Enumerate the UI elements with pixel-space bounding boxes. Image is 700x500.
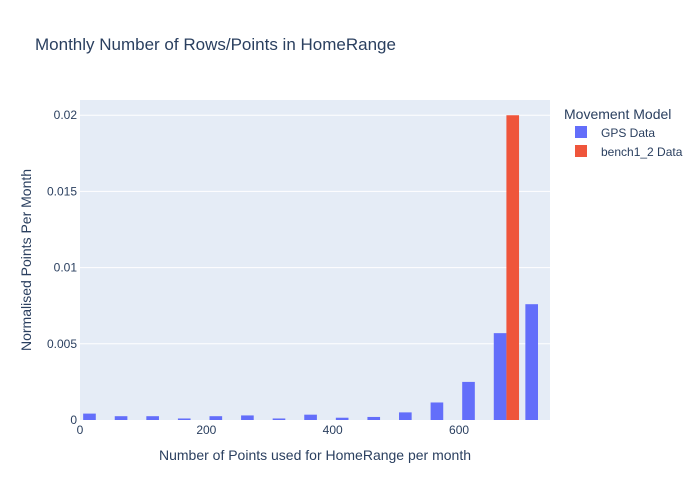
y-tick-labels: 0 0.005 0.01 0.015 0.02 (47, 108, 77, 427)
x-tick-label: 0 (77, 423, 84, 437)
x-tick-label: 600 (449, 423, 469, 437)
legend-swatch-bench1-2-data (575, 145, 587, 157)
legend: Movement Model GPS Data bench1_2 Data (564, 106, 683, 159)
x-tick-labels: 0 200 400 600 (77, 423, 470, 437)
bar[interactable] (114, 416, 128, 420)
legend-item-bench1-2-data[interactable]: bench1_2 Data (575, 145, 683, 159)
bar[interactable] (462, 381, 475, 420)
x-axis-title: Number of Points used for HomeRange per … (159, 447, 471, 463)
y-axis-title: Normalised Points Per Month (18, 169, 34, 351)
x-tick-label: 200 (196, 423, 216, 437)
legend-title: Movement Model (564, 106, 671, 122)
y-tick-label: 0 (70, 413, 77, 427)
bar[interactable] (506, 115, 520, 420)
legend-item-gps-data[interactable]: GPS Data (575, 126, 655, 140)
y-tick-label: 0.015 (47, 184, 77, 198)
bar[interactable] (83, 413, 96, 420)
y-tick-label: 0.01 (54, 261, 78, 275)
bar[interactable] (399, 412, 412, 420)
bar[interactable] (430, 402, 444, 420)
bars-group (83, 115, 538, 420)
bar[interactable] (241, 415, 254, 420)
bar[interactable] (209, 416, 223, 420)
bar[interactable] (146, 416, 159, 420)
bar[interactable] (367, 416, 381, 420)
legend-swatch-gps-data (575, 126, 587, 138)
legend-label-gps-data: GPS Data (601, 126, 655, 140)
legend-label-bench1-2-data: bench1_2 Data (601, 145, 683, 159)
y-tick-label: 0.02 (54, 108, 78, 122)
bar[interactable] (272, 418, 286, 420)
bar[interactable] (493, 333, 507, 420)
bar[interactable] (304, 414, 317, 420)
grid-lines (80, 114, 550, 345)
plot-background (80, 100, 550, 420)
bar[interactable] (525, 304, 538, 420)
x-tick-label: 400 (323, 423, 343, 437)
bar[interactable] (177, 418, 191, 420)
y-tick-label: 0.005 (47, 337, 77, 351)
chart-title: Monthly Number of Rows/Points in HomeRan… (35, 35, 396, 54)
bar[interactable] (335, 417, 349, 420)
